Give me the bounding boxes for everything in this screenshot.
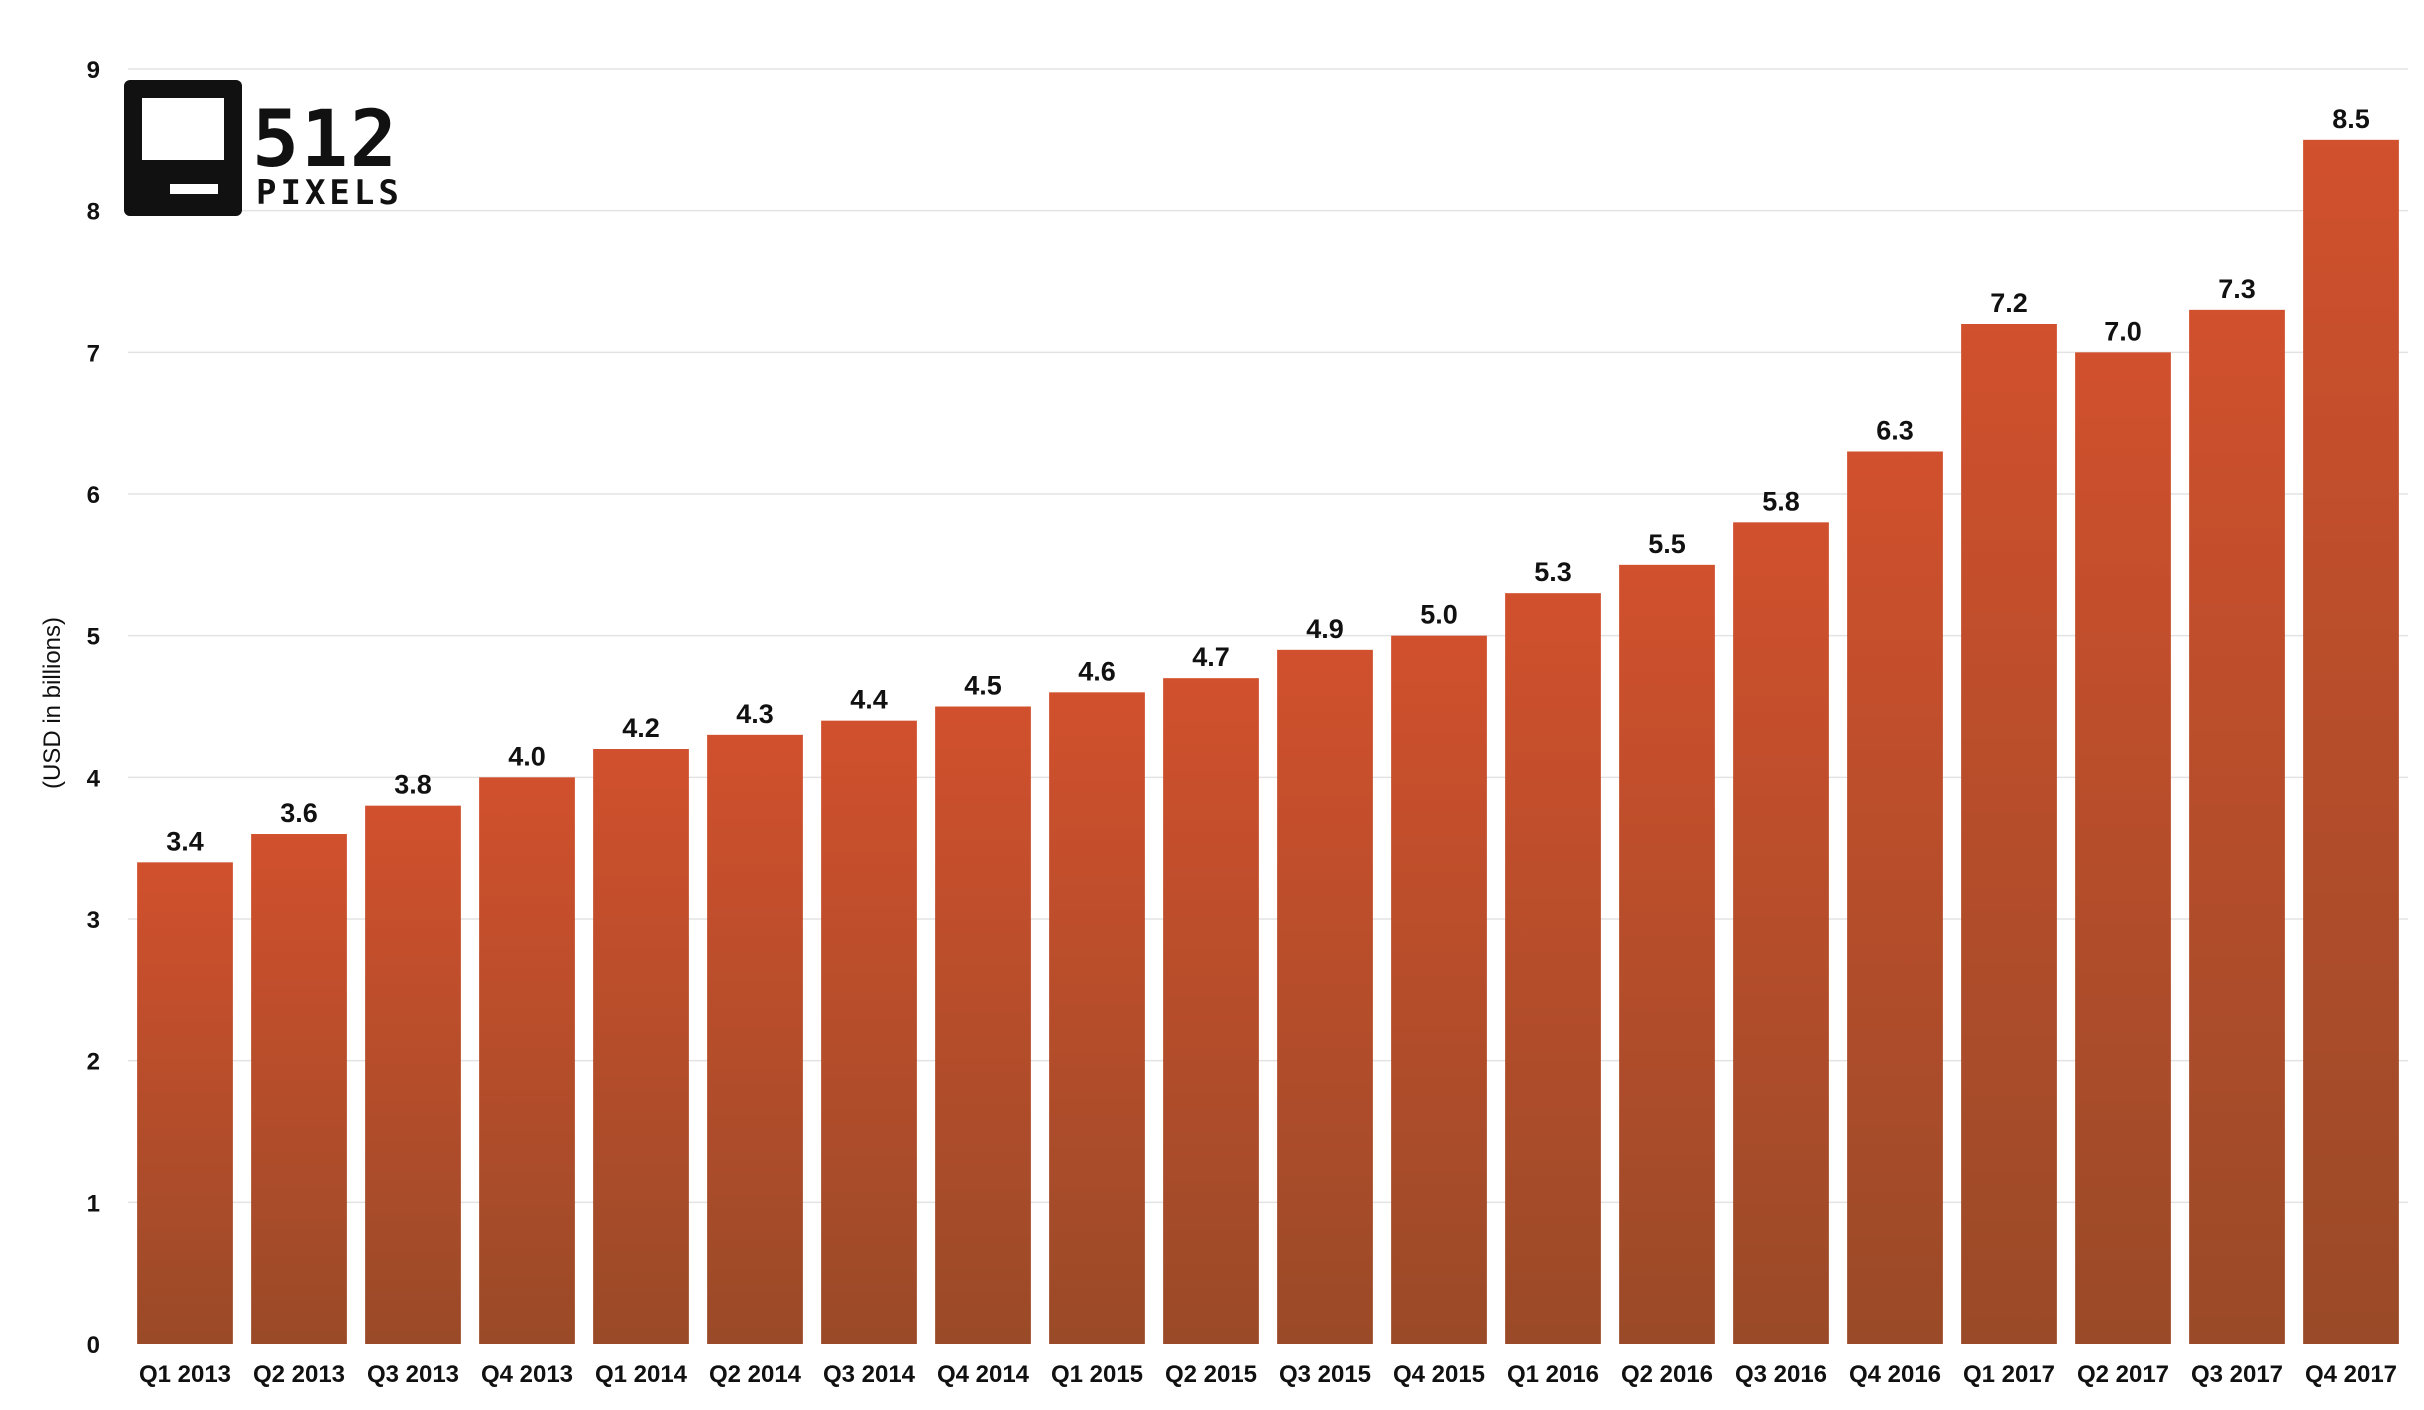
bar	[479, 777, 575, 1344]
bar-value-label: 5.5	[1648, 529, 1686, 559]
bar	[1847, 451, 1943, 1344]
bar-value-label: 7.2	[1990, 288, 2028, 318]
x-tick-label: Q1 2017	[1963, 1361, 2055, 1388]
bar	[1277, 649, 1373, 1344]
y-tick-label: 9	[87, 57, 100, 84]
x-tick-label: Q4 2017	[2305, 1361, 2397, 1388]
y-tick-label: 1	[87, 1190, 100, 1217]
bar-value-label: 4.6	[1078, 656, 1116, 686]
bar	[137, 862, 233, 1344]
bar	[1733, 522, 1829, 1344]
bar	[1049, 692, 1145, 1344]
x-tick-label: Q1 2013	[139, 1361, 231, 1388]
bar-value-label: 4.7	[1192, 642, 1230, 672]
bar	[593, 749, 689, 1344]
bar	[251, 834, 347, 1344]
computer-icon	[124, 80, 242, 216]
bar-value-label: 4.5	[964, 671, 1002, 701]
bar	[2075, 352, 2171, 1344]
x-tick-label: Q2 2016	[1621, 1361, 1713, 1388]
bar-value-label: 7.0	[2104, 316, 2142, 346]
bar-value-label: 6.3	[1876, 416, 1914, 446]
bar	[935, 706, 1031, 1344]
x-tick-label: Q3 2015	[1279, 1361, 1371, 1388]
x-tick-label: Q3 2016	[1735, 1361, 1827, 1388]
bar-value-label: 7.3	[2218, 274, 2256, 304]
bar	[2189, 309, 2285, 1344]
x-axis: Q1 2013 Q2 2013 Q3 2013 Q4 2013 Q1 2014 Q2 20…	[139, 1361, 2397, 1388]
bar-value-label: 4.0	[508, 741, 546, 771]
bar	[1961, 324, 2057, 1344]
bar	[1391, 635, 1487, 1344]
x-tick-label: Q3 2014	[823, 1361, 916, 1388]
x-tick-label: Q4 2013	[481, 1361, 573, 1388]
y-axis: 0 1 2 3 4 5 6 7 8 9	[87, 57, 101, 1359]
bar-value-label: 5.3	[1534, 557, 1572, 587]
bar	[1163, 678, 1259, 1344]
bar-value-label: 4.4	[850, 685, 888, 715]
bar	[1619, 564, 1715, 1344]
x-tick-label: Q2 2017	[2077, 1361, 2169, 1388]
bar-value-label: 4.9	[1306, 614, 1344, 644]
grid-lines	[128, 68, 2408, 1204]
y-tick-label: 2	[87, 1049, 100, 1076]
bar-value-label: 3.6	[280, 798, 318, 828]
value-labels: 3.4 3.6 3.8 4.0 4.2 4.3 4.4 4.5 4.6 4.7 4.9 5.0 5.3 5…	[166, 104, 2370, 856]
bar	[1505, 593, 1601, 1344]
y-tick-label: 5	[87, 624, 100, 651]
x-tick-label: Q4 2014	[937, 1361, 1030, 1388]
y-tick-label: 4	[87, 765, 101, 792]
bar-value-label: 4.3	[736, 699, 774, 729]
bar-value-label: 5.0	[1420, 600, 1458, 630]
bar-value-label: 5.8	[1762, 486, 1800, 516]
bar-value-label: 3.4	[166, 826, 204, 856]
y-tick-label: 7	[87, 340, 100, 367]
bar	[707, 734, 803, 1344]
bar	[821, 720, 917, 1344]
x-tick-label: Q2 2015	[1165, 1361, 1257, 1388]
x-tick-label: Q1 2014	[595, 1361, 688, 1388]
y-axis-label: (USD in billions)	[39, 617, 66, 789]
x-tick-label: Q4 2015	[1393, 1361, 1485, 1388]
x-tick-label: Q3 2013	[367, 1361, 459, 1388]
logo-512-text: 512	[252, 95, 399, 185]
y-tick-label: 6	[87, 482, 100, 509]
bar	[365, 805, 461, 1344]
x-tick-label: Q4 2016	[1849, 1361, 1941, 1388]
bars	[137, 139, 2399, 1344]
x-tick-label: Q1 2016	[1507, 1361, 1599, 1388]
y-tick-label: 8	[87, 199, 100, 226]
x-tick-label: Q2 2014	[709, 1361, 802, 1388]
y-tick-label: 3	[87, 907, 100, 934]
logo-pixels-text: PIXELS	[256, 173, 403, 213]
bar-value-label: 4.2	[622, 713, 660, 743]
y-tick-label: 0	[87, 1332, 100, 1359]
bar	[2303, 139, 2399, 1344]
512-pixels-logo: 512 PIXELS	[124, 80, 403, 216]
x-tick-label: Q2 2013	[253, 1361, 345, 1388]
x-tick-label: Q3 2017	[2191, 1361, 2283, 1388]
x-tick-label: Q1 2015	[1051, 1361, 1143, 1388]
bar-value-label: 3.8	[394, 770, 432, 800]
bar-value-label: 8.5	[2332, 104, 2370, 134]
